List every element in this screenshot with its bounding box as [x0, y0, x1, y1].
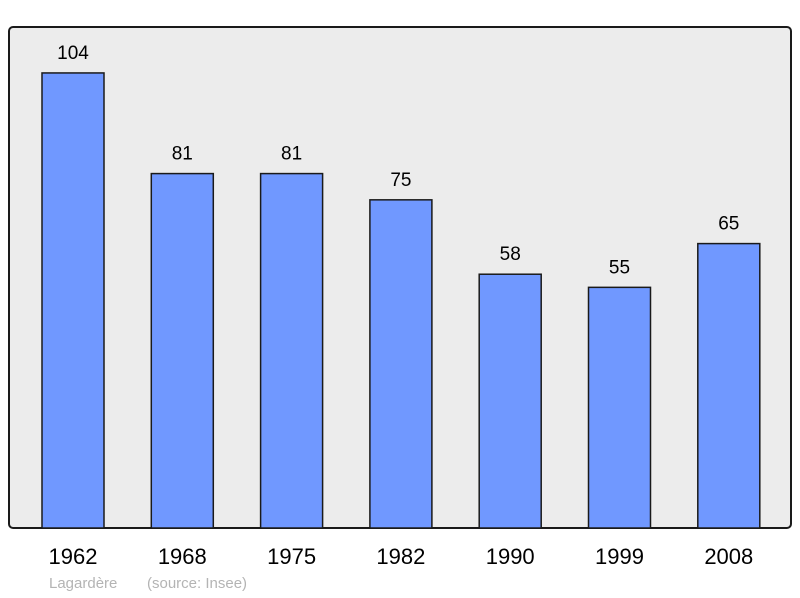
data-label-1975: 81	[281, 144, 302, 165]
x-tick-1968: 1968	[158, 544, 207, 569]
footer-source: (source: Insee)	[147, 575, 248, 592]
x-tick-2008: 2008	[704, 544, 753, 569]
data-label-1962: 104	[57, 43, 89, 64]
bar-1990	[478, 273, 542, 529]
x-tick-1962: 1962	[49, 544, 98, 569]
bar-1968	[150, 172, 215, 529]
data-label-2008: 65	[718, 214, 739, 235]
x-tick-1999: 1999	[595, 544, 644, 569]
bar-2008	[697, 242, 761, 529]
bar-1982	[369, 199, 433, 529]
bar-1975	[259, 172, 324, 529]
bar-1962	[41, 72, 105, 529]
data-label-1982: 75	[390, 170, 411, 191]
x-tick-1990: 1990	[486, 544, 535, 569]
x-tick-1982: 1982	[376, 544, 425, 569]
x-tick-1975: 1975	[267, 544, 316, 569]
data-label-1999: 55	[609, 257, 630, 278]
footer-place: Lagardère	[49, 575, 118, 592]
data-label-1968: 81	[172, 144, 193, 165]
data-label-1990: 58	[500, 244, 521, 265]
bar-1999	[587, 286, 652, 529]
